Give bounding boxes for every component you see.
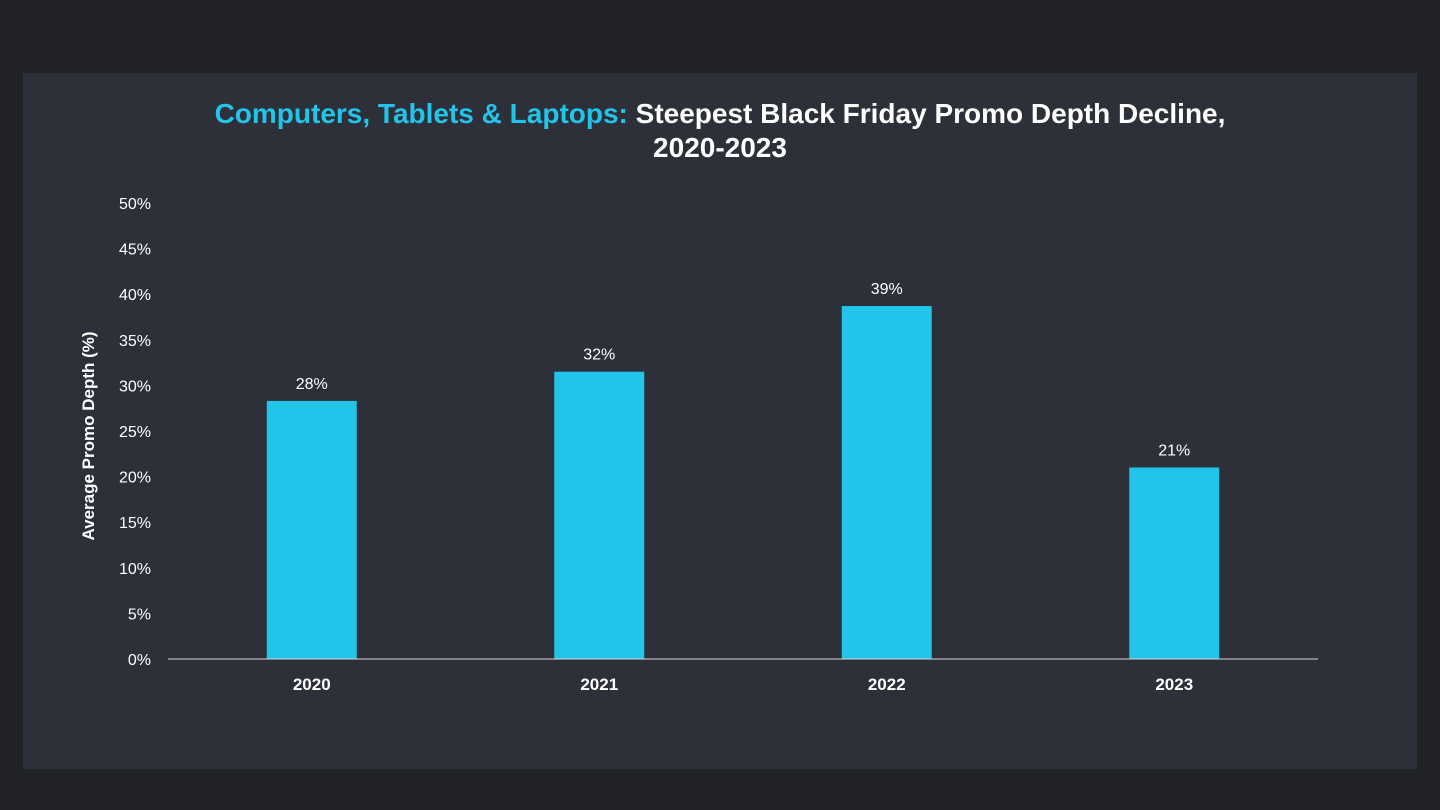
y-tick-label: 20% bbox=[119, 470, 151, 487]
title-rest: Steepest Black Friday Promo Depth Declin… bbox=[635, 98, 1226, 129]
bar-2023 bbox=[1129, 467, 1220, 659]
title-line2: 2020-2023 bbox=[653, 132, 787, 163]
y-tick-label: 50% bbox=[119, 196, 151, 213]
chart-slide: Computers, Tablets & Laptops: Steepest B… bbox=[23, 73, 1417, 769]
data-label: 39% bbox=[871, 281, 903, 298]
bar-2020 bbox=[266, 400, 357, 659]
data-label: 32% bbox=[583, 347, 615, 364]
y-tick-label: 35% bbox=[119, 333, 151, 350]
bar-chart: 0% 5% 10% 15% 20% 25% 30% 35% 40% 45% 50% Average P… bbox=[79, 196, 1318, 694]
data-label: 28% bbox=[296, 376, 328, 393]
bar-2021 bbox=[554, 371, 645, 659]
x-tick-label: 2021 bbox=[580, 675, 618, 694]
y-tick-label: 15% bbox=[119, 515, 151, 532]
bar-2022 bbox=[841, 306, 932, 659]
title-highlight: Computers, Tablets & Laptops: bbox=[214, 98, 628, 129]
chart-title: Computers, Tablets & Laptops: Steepest B… bbox=[23, 97, 1417, 165]
y-tick-label: 40% bbox=[119, 287, 151, 304]
x-tick-label: 2023 bbox=[1155, 675, 1193, 694]
y-tick-label: 45% bbox=[119, 242, 151, 259]
x-tick-label: 2020 bbox=[293, 675, 331, 694]
data-label: 21% bbox=[1158, 442, 1190, 459]
x-tick-label: 2022 bbox=[868, 675, 906, 694]
y-tick-label: 10% bbox=[119, 561, 151, 578]
y-tick-label: 30% bbox=[119, 378, 151, 395]
y-axis-title: Average Promo Depth (%) bbox=[79, 331, 98, 540]
y-tick-label: 0% bbox=[128, 652, 151, 669]
y-tick-label: 25% bbox=[119, 424, 151, 441]
y-tick-label: 5% bbox=[128, 606, 151, 623]
